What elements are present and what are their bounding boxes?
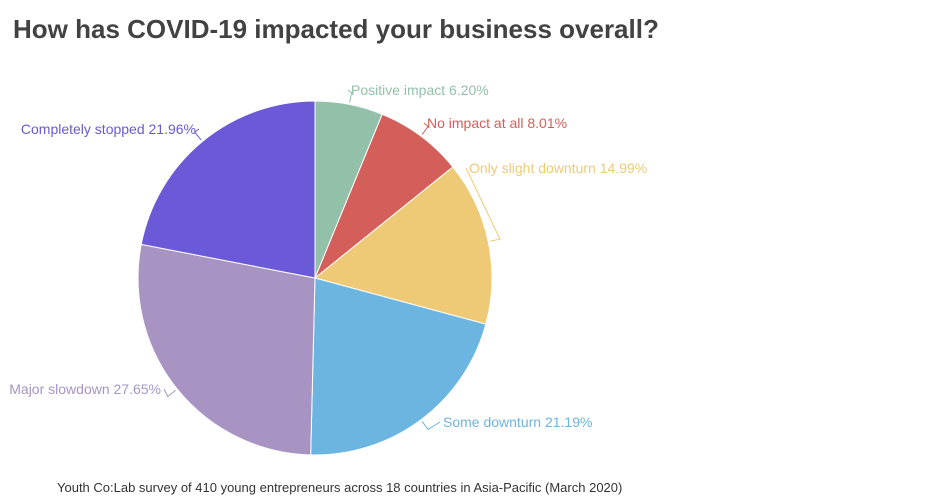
slice-label: Major slowdown 27.65%: [9, 381, 161, 397]
pie-slice-major-slowdown: [137, 243, 316, 456]
source-note: Youth Co:Lab survey of 410 young entrepr…: [57, 480, 623, 495]
slice-label: Some downturn 21.19%: [443, 414, 592, 430]
leader-line: [421, 122, 429, 135]
leader-line: [421, 421, 441, 431]
leader-line: [347, 89, 353, 103]
pie-slice-completely-stopped: [140, 100, 316, 279]
leader-line: [193, 128, 202, 141]
pie-slice-no-impact-at-all: [314, 113, 454, 279]
leader-line: [465, 167, 501, 242]
slice-label: Positive impact 6.20%: [351, 82, 489, 98]
pie-slice-some-downturn: [310, 277, 487, 456]
slice-label: Completely stopped 21.96%: [21, 121, 196, 137]
chart-title: How has COVID-19 impacted your business …: [13, 14, 659, 44]
slice-label: No impact at all 8.01%: [427, 115, 567, 131]
slice-label: Only slight downturn 14.99%: [469, 160, 647, 176]
pie-slice-only-slight-downturn: [313, 166, 493, 325]
leader-line: [163, 388, 176, 398]
